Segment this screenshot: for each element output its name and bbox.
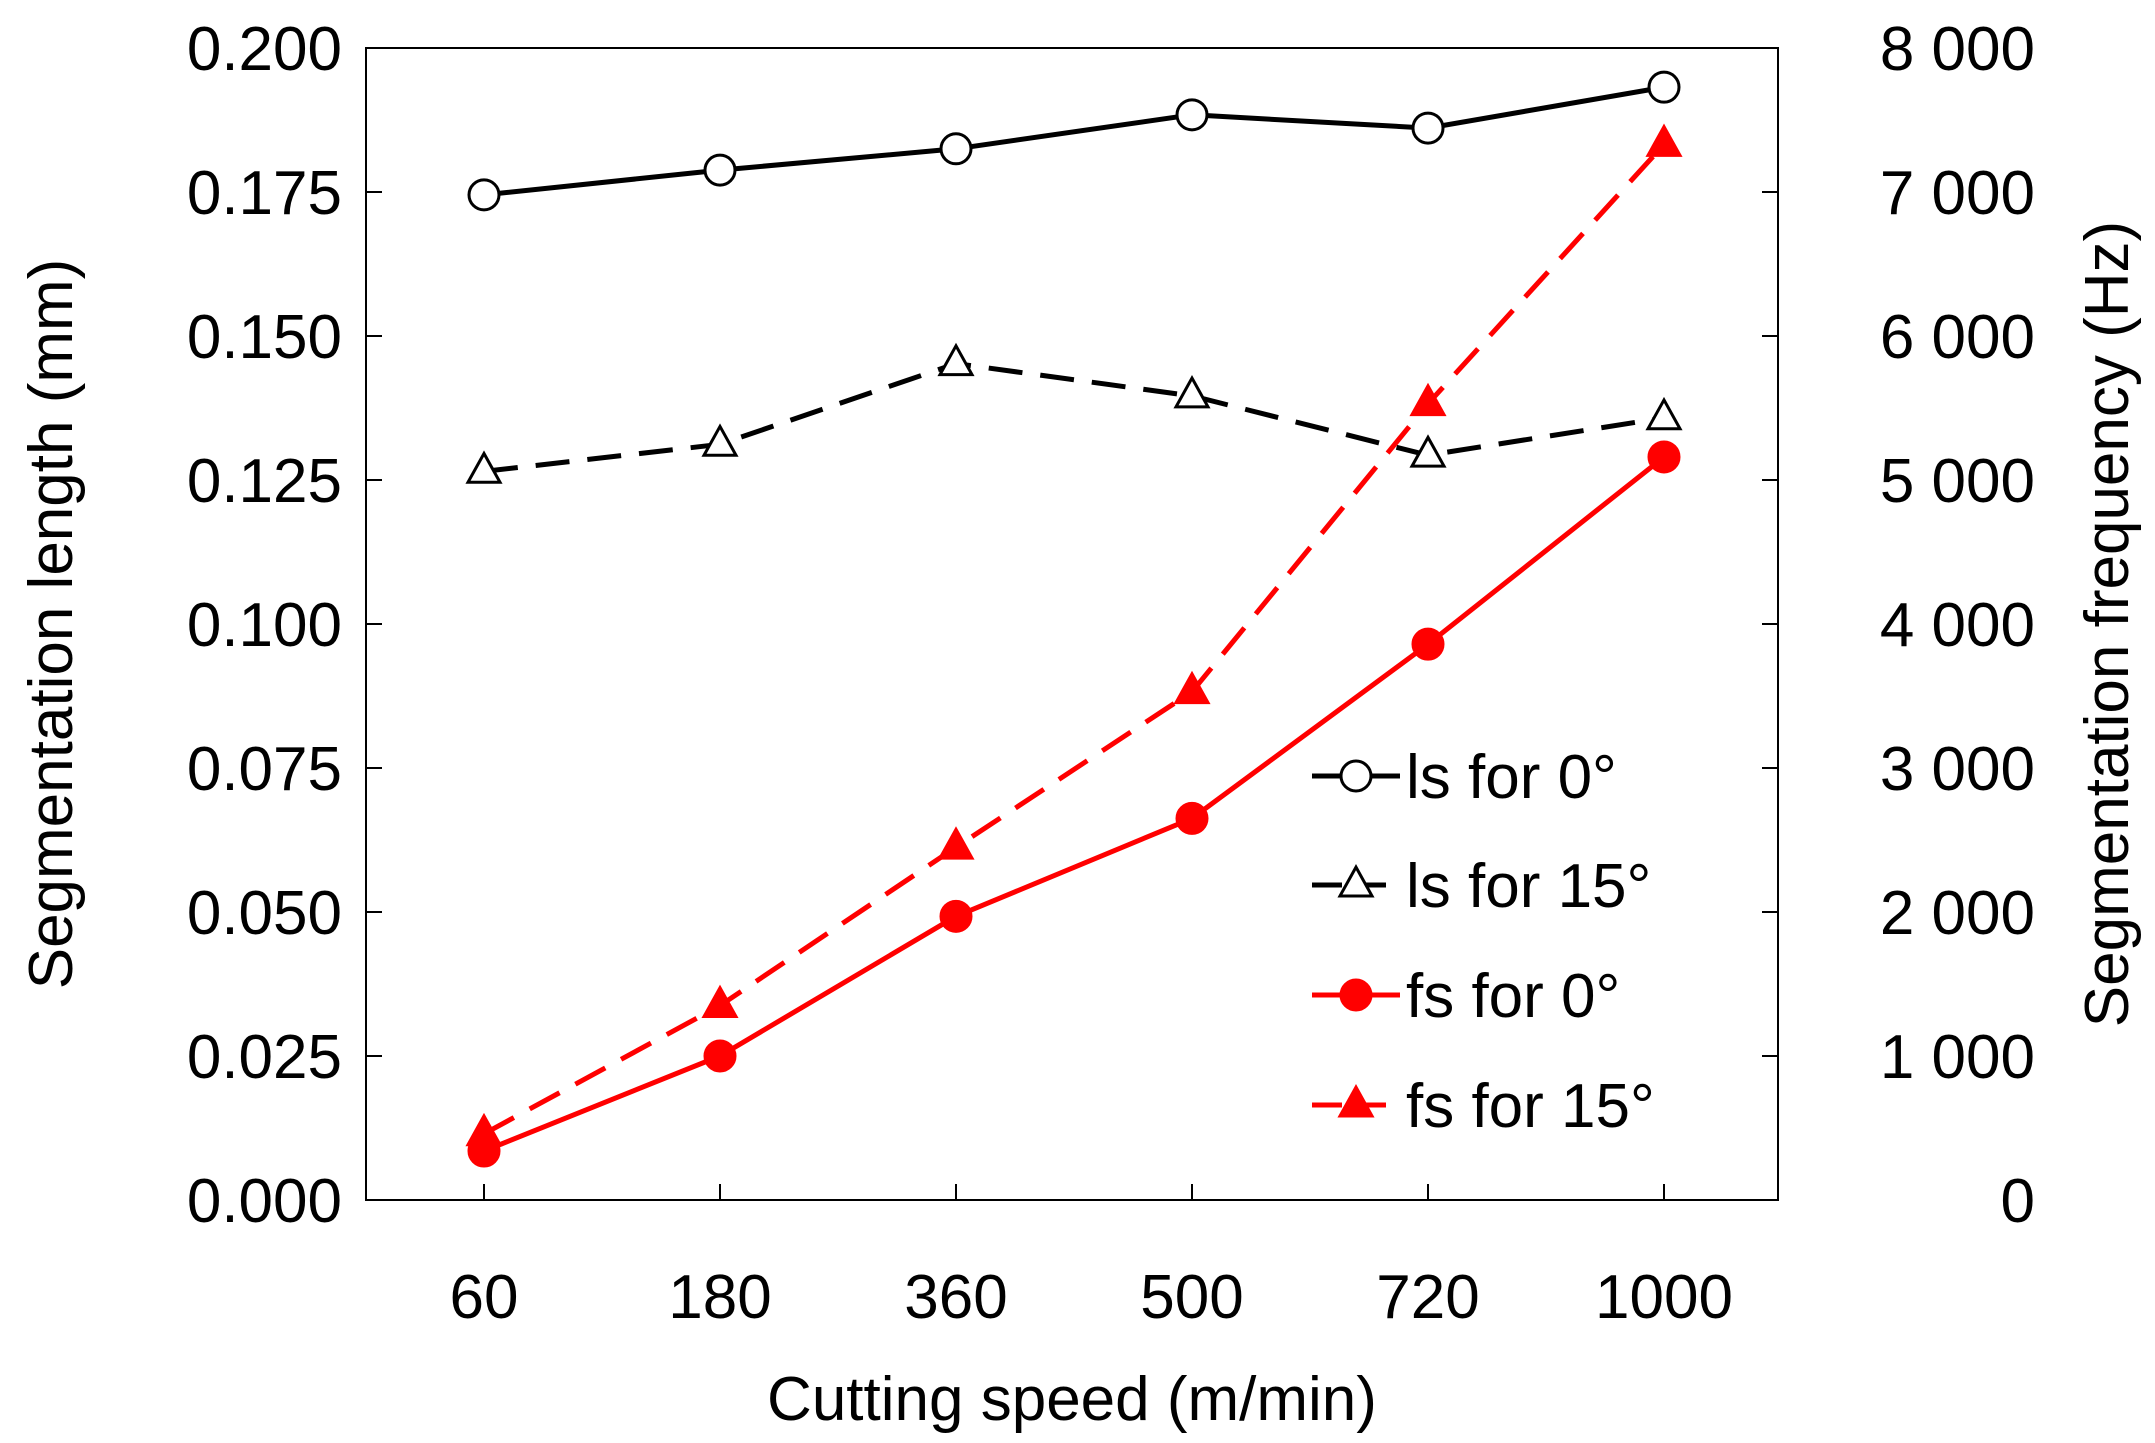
data-point <box>703 153 737 187</box>
data-point <box>1173 670 1211 705</box>
series-line <box>483 361 1665 474</box>
data-point <box>703 1039 737 1073</box>
y-tick-label: 0.175 <box>187 159 342 228</box>
legend-swatch-marker <box>1339 759 1373 793</box>
y2-tick-label: 0 <box>2001 1167 2035 1236</box>
y-tick-label: 0.050 <box>187 879 342 948</box>
y2-tick-label: 8 000 <box>1880 15 2035 84</box>
data-point <box>1409 434 1447 468</box>
legend-item: fs for 0° <box>1312 962 1620 1031</box>
data-point <box>1409 382 1447 417</box>
series-layer <box>465 70 1683 1168</box>
data-point <box>1173 374 1211 409</box>
y-tick-label: 0.075 <box>187 735 342 804</box>
y2-tick-label: 4 000 <box>1880 591 2035 660</box>
x-tick-label: 180 <box>668 1263 771 1332</box>
data-point <box>1175 801 1209 835</box>
x-tick-label: 60 <box>450 1263 519 1332</box>
data-point <box>1645 123 1683 157</box>
data-point <box>937 342 975 377</box>
y2-tick-label: 6 000 <box>1880 303 2035 372</box>
data-point <box>465 450 503 484</box>
series-line <box>483 455 1666 1154</box>
legend-item: ls for 15° <box>1312 852 1651 921</box>
x-tick-label: 360 <box>904 1263 1007 1332</box>
x-axis-title: Cutting speed (m/min) <box>767 1365 1377 1434</box>
legend-item: fs for 15° <box>1312 1072 1655 1141</box>
data-point <box>1411 111 1445 145</box>
data-point <box>701 984 739 1019</box>
y2-tick-label: 5 000 <box>1880 447 2035 516</box>
y-tick-label: 0.000 <box>187 1167 342 1236</box>
data-point <box>1645 396 1683 431</box>
y-tick-label: 0.100 <box>187 591 342 660</box>
y-axis-title: Segmentation length (mm) <box>17 259 86 990</box>
legend-swatch-marker <box>1337 864 1375 898</box>
series-line <box>482 142 1666 1136</box>
data-point <box>1647 70 1681 104</box>
legend-label: ls for 0° <box>1406 743 1617 812</box>
legend-swatch-marker <box>1337 1084 1375 1118</box>
series-line <box>483 84 1665 198</box>
data-point <box>937 826 975 860</box>
axis-ticks: 0.000 0.025 0.050 0.075 0.100 0.125 0.150 0.175… <box>187 15 2035 1332</box>
data-point <box>1175 98 1209 132</box>
y2-tick-label: 7 000 <box>1880 159 2035 228</box>
legend: ls for 0° ls for 15° fs for 0° fs for 15° <box>1312 743 1655 1141</box>
y2-axis-title: Segmentation frequency (Hz) <box>2073 221 2142 1027</box>
series-0 <box>467 70 1681 212</box>
data-point <box>465 1112 503 1147</box>
legend-item: ls for 0° <box>1312 743 1617 812</box>
data-point <box>467 178 501 212</box>
legend-label: fs for 15° <box>1406 1072 1655 1141</box>
legend-label: fs for 0° <box>1406 962 1620 1031</box>
y-tick-label: 0.200 <box>187 15 342 84</box>
y2-tick-label: 1 000 <box>1880 1023 2035 1092</box>
series-1 <box>465 342 1683 484</box>
legend-swatch-marker <box>1339 978 1373 1012</box>
x-tick-label: 500 <box>1140 1263 1243 1332</box>
y-tick-label: 0.025 <box>187 1023 342 1092</box>
data-point <box>939 132 973 166</box>
legend-label: ls for 15° <box>1406 852 1651 921</box>
y-tick-label: 0.150 <box>187 303 342 372</box>
y-tick-label: 0.125 <box>187 447 342 516</box>
x-tick-label: 1000 <box>1595 1263 1733 1332</box>
x-tick-label: 720 <box>1376 1263 1479 1332</box>
series-3 <box>465 123 1683 1147</box>
y2-tick-label: 2 000 <box>1880 879 2035 948</box>
data-point <box>1647 440 1681 474</box>
y2-tick-label: 3 000 <box>1880 735 2035 804</box>
data-point <box>939 899 973 933</box>
data-point <box>1411 627 1445 661</box>
data-point <box>701 423 739 457</box>
